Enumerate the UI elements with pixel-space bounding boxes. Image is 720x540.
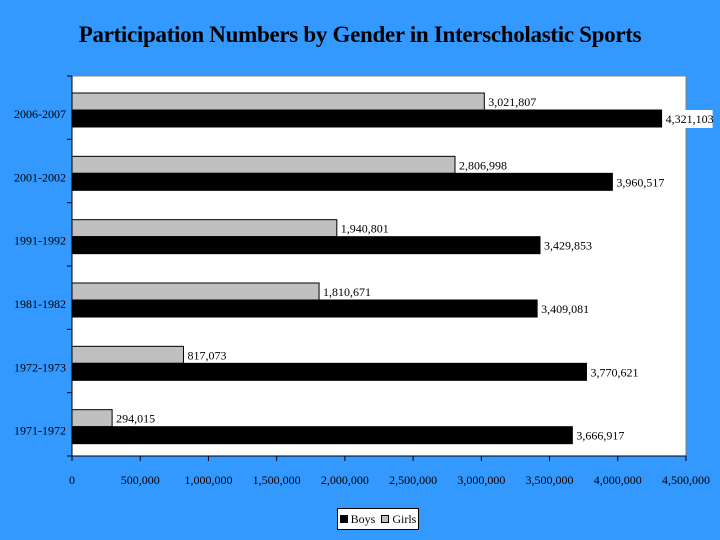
- data-label-bg-girls: [337, 219, 388, 238]
- data-label-bg-boys: [538, 300, 589, 318]
- data-label-bg-girls: [455, 156, 506, 175]
- data-label-bg-boys: [613, 173, 664, 192]
- x-tick-label: 3,000,000: [457, 473, 505, 487]
- data-label-bg-boys: [573, 426, 624, 445]
- bar-boys: [71, 109, 663, 128]
- data-label-bg-boys: [662, 110, 713, 128]
- x-tick-label: 500,000: [121, 473, 160, 487]
- data-label-girls: 2,806,998: [459, 158, 507, 172]
- category-label: 1972-1973: [14, 360, 66, 374]
- category-label: 1971-1972: [14, 424, 66, 438]
- data-label-boys: 4,321,103: [666, 112, 714, 126]
- bar-boys: [71, 362, 587, 381]
- data-label-girls: 1,940,801: [341, 222, 389, 236]
- x-tick-label: 0: [69, 473, 75, 487]
- x-tick-label: 2,000,000: [321, 473, 369, 487]
- legend-label-boys: Boys: [350, 511, 376, 526]
- bar-girls: [71, 92, 485, 111]
- category-label: 1981-1982: [14, 297, 66, 311]
- x-tick-label: 2,500,000: [389, 473, 437, 487]
- data-label-boys: 3,429,853: [544, 239, 592, 253]
- data-label-girls: 3,021,807: [488, 95, 536, 109]
- legend-swatch-boys: [339, 515, 348, 523]
- bar-girls: [71, 219, 338, 238]
- bar-boys: [71, 236, 541, 255]
- bar-girls: [71, 155, 456, 174]
- bar-girls: [71, 345, 184, 364]
- data-label-bg-boys: [540, 236, 591, 255]
- data-label-bg-girls: [184, 346, 235, 365]
- data-label-boys: 3,770,621: [590, 365, 638, 379]
- legend-label-girls: Girls: [392, 511, 417, 526]
- bar-girls: [71, 282, 320, 301]
- data-label-boys: 3,960,517: [616, 175, 664, 189]
- data-label-bg-girls: [485, 93, 536, 111]
- x-tick-label: 4,500,000: [662, 473, 710, 487]
- legend-swatch-girls: [381, 515, 390, 523]
- chart-legend: Boys Girls: [337, 508, 419, 530]
- data-label-girls: 294,015: [116, 412, 155, 426]
- legend-item-boys: Boys: [339, 511, 376, 527]
- data-label-boys: 3,409,081: [541, 302, 589, 316]
- data-label-girls: 1,810,671: [323, 285, 371, 299]
- x-tick-label: 3,500,000: [526, 473, 574, 487]
- bar-boys: [71, 172, 613, 191]
- data-label-bg-girls: [320, 283, 371, 301]
- category-label: 1991-1992: [14, 234, 66, 248]
- data-label-bg-girls: [113, 409, 164, 428]
- bar-boys: [71, 299, 538, 318]
- x-tick-label: 1,000,000: [184, 473, 232, 487]
- x-tick-label: 4,000,000: [594, 473, 642, 487]
- data-label-girls: 817,073: [187, 348, 226, 362]
- bar-girls: [71, 409, 113, 428]
- legend-item-girls: Girls: [381, 512, 416, 527]
- category-label: 2001-2002: [14, 170, 66, 184]
- bar-boys: [71, 426, 573, 445]
- category-label: 2006-2007: [14, 107, 66, 121]
- chart-title: Participation Numbers by Gender in Inter…: [78, 22, 642, 47]
- data-label-boys: 3,666,917: [576, 429, 624, 443]
- data-label-bg-boys: [587, 363, 638, 382]
- plot-area: [71, 75, 687, 457]
- x-tick-label: 1,500,000: [253, 473, 301, 487]
